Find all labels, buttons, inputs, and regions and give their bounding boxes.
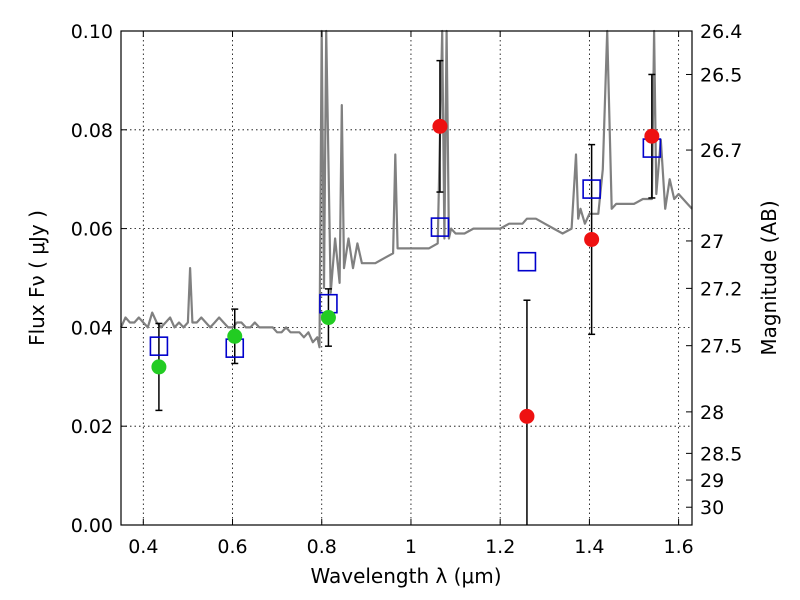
y-tick-label: 0.06 (71, 219, 113, 241)
axis-ticks (121, 30, 692, 526)
red-point (519, 408, 535, 424)
green-point (151, 359, 167, 375)
x-tick-label: 1.6 (664, 536, 694, 558)
model-square (517, 251, 537, 272)
x-axis-label: Wavelength λ (μm) (310, 564, 501, 588)
green-point (320, 310, 336, 326)
right-tick-label: 27 (700, 231, 724, 253)
right-tick-label: 30 (700, 497, 724, 519)
green-point (227, 328, 243, 344)
right-tick-label: 27.2 (700, 278, 742, 300)
y-axis-label: Flux Fν ( μJy ) (25, 210, 49, 346)
right-tick-label: 26.5 (700, 64, 742, 86)
right-tick-label: 28 (700, 402, 724, 424)
y-tick-label: 0.10 (71, 21, 113, 43)
plot-frame (120, 30, 693, 526)
spectrum-series (119, 29, 693, 349)
right-tick-label: 29 (700, 470, 724, 492)
y-axis-label-right: Magnitude (AB) (757, 200, 781, 355)
spectrum-line (119, 29, 693, 349)
right-tick-label: 26.4 (700, 21, 742, 43)
right-tick-label: 26.7 (700, 140, 742, 162)
tick-labels: 0.4 0.6 0.8 1 1.2 1.4 1.6 0.00 0.02 0.04 0.06 0.08 0… (71, 21, 743, 558)
x-tick-label: 0.8 (307, 536, 337, 558)
x-tick-label: 1.2 (485, 536, 515, 558)
red-point (432, 118, 448, 134)
y-tick-label: 0.08 (71, 120, 113, 142)
red-point (584, 231, 600, 247)
model-square (149, 336, 169, 356)
y-tick-label: 0.04 (71, 317, 113, 339)
right-tick-label: 28.5 (700, 443, 742, 465)
x-tick-label: 1.4 (574, 536, 604, 558)
model-square (430, 217, 450, 237)
right-tick-label: 27.5 (700, 336, 742, 358)
model-square (582, 179, 601, 199)
x-tick-label: 1 (405, 536, 417, 558)
y-tick-label: 0.00 (71, 515, 113, 537)
x-tick-label: 0.6 (217, 536, 247, 558)
y-tick-label: 0.02 (71, 416, 113, 438)
x-tick-label: 0.4 (128, 536, 158, 558)
data-markers (149, 118, 662, 424)
red-point (644, 128, 660, 144)
